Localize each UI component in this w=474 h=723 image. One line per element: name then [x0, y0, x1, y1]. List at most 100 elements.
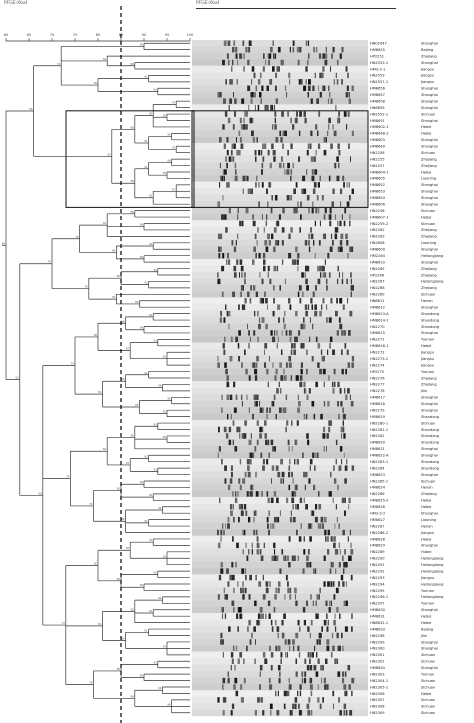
gel-band	[350, 291, 352, 298]
gel-band	[225, 156, 227, 162]
gel-band	[254, 401, 256, 407]
isolate-location: Zhejiang	[421, 157, 437, 161]
gel-band	[263, 259, 266, 265]
gel-band	[350, 156, 351, 162]
gel-band	[300, 79, 303, 85]
gel-band	[305, 504, 308, 510]
gel-band	[242, 304, 246, 310]
gel-band	[287, 587, 290, 594]
gel-band	[279, 362, 282, 368]
gel-band	[318, 594, 320, 600]
gel-band	[240, 265, 244, 272]
gel-band	[290, 375, 292, 381]
gel-band	[220, 310, 222, 317]
gel-band	[341, 46, 344, 53]
gel-band	[234, 162, 237, 169]
gel-band	[231, 66, 233, 72]
gel-band	[315, 124, 318, 130]
gel-band	[243, 117, 245, 124]
gel-band	[279, 568, 282, 574]
gel-band	[312, 201, 314, 207]
isolate-location: Jiangsu	[420, 363, 434, 367]
node-similarity-label: 92	[149, 242, 153, 246]
isolate-location: Zhejiang	[421, 492, 437, 496]
isolate-id: HM8656	[370, 87, 386, 91]
gel-band	[338, 317, 341, 323]
gel-lane	[192, 316, 368, 324]
gel-band	[239, 272, 240, 278]
gel-lane	[192, 59, 368, 66]
gel-band	[227, 671, 229, 677]
gel-band	[276, 626, 280, 632]
node-similarity-label: 81	[98, 390, 102, 394]
gel-band	[292, 162, 294, 169]
gel-band	[218, 426, 220, 433]
gel-band	[254, 658, 256, 664]
isolate-id: HN2269	[370, 293, 385, 297]
node-similarity-label: 68	[38, 491, 42, 495]
gel-band	[224, 111, 228, 117]
node-similarity-label: 74	[66, 475, 70, 479]
gel-band	[268, 182, 271, 188]
gel-band	[250, 117, 254, 124]
gel-band	[303, 619, 306, 626]
gel-band	[338, 581, 340, 587]
gel-band	[351, 677, 355, 684]
gel-band	[310, 233, 314, 240]
gel-band	[259, 426, 262, 433]
gel-band	[247, 59, 250, 66]
gel-band	[324, 529, 327, 536]
gel-band	[347, 298, 349, 304]
gel-band	[350, 401, 354, 407]
gel-lane	[192, 329, 368, 337]
isolate-id: HN2282	[370, 434, 385, 438]
gel-band	[231, 561, 234, 568]
gel-band	[329, 600, 331, 607]
node-similarity-label: 95	[163, 554, 167, 558]
gel-band	[335, 72, 337, 79]
isolate-location: Jiangsu	[420, 357, 434, 361]
node-similarity-label: 92	[149, 194, 153, 198]
gel-band	[238, 516, 240, 523]
gel-band	[293, 188, 296, 195]
gel-band	[281, 259, 284, 265]
gel-band	[286, 690, 290, 697]
gel-lane	[192, 606, 368, 614]
figure-overlay	[65, 6, 369, 723]
gel-band	[305, 619, 306, 626]
gel-band	[297, 645, 300, 652]
gel-band	[230, 710, 233, 716]
gel-band	[254, 233, 257, 240]
node-similarity-label: 92	[149, 313, 153, 317]
gel-band	[278, 581, 281, 587]
gel-band	[248, 516, 251, 523]
gel-band	[298, 79, 302, 85]
node-similarity-label: 91	[144, 139, 148, 143]
isolate-location: Shanghai	[421, 305, 438, 309]
gel-band	[350, 574, 353, 581]
gel-band	[316, 46, 318, 53]
isolate-location: Shanghai	[421, 408, 438, 412]
gel-band	[311, 169, 314, 175]
gel-band	[269, 684, 273, 690]
gel-band	[308, 85, 311, 92]
gel-band	[228, 323, 230, 330]
gel-band	[238, 304, 240, 310]
gel-lane	[192, 600, 368, 607]
gel-band	[343, 330, 346, 336]
gel-band	[267, 201, 269, 207]
gel-band	[222, 195, 224, 201]
gel-band	[337, 227, 339, 233]
gel-band	[343, 111, 347, 117]
gel-band	[346, 349, 349, 355]
gel-band	[230, 510, 233, 516]
node-similarity-label: 91	[144, 371, 148, 375]
gel-band	[332, 46, 335, 53]
gel-band	[254, 310, 256, 317]
gel-band	[218, 574, 222, 581]
gel-band	[308, 79, 311, 85]
isolate-location: Zhejiang	[421, 235, 437, 239]
gel-band	[283, 317, 285, 323]
gel-band	[328, 375, 330, 381]
gel-band	[238, 426, 241, 433]
